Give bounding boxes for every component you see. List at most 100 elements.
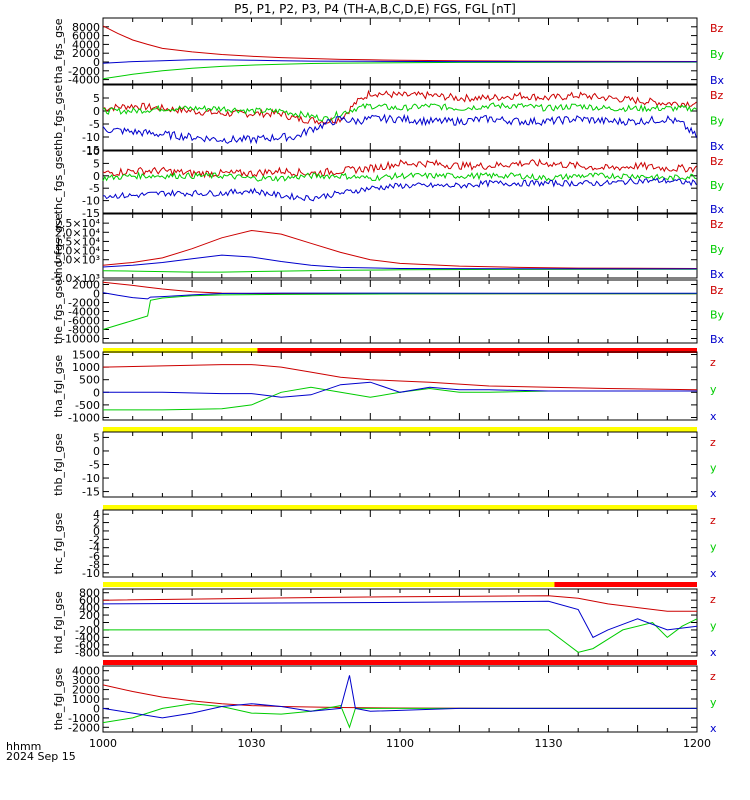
y-tick-label: -15 xyxy=(82,144,100,157)
x-tick-label: 1000 xyxy=(89,737,117,750)
series-line-bz xyxy=(102,25,698,62)
legend-label: Bx xyxy=(710,203,725,216)
y-axis-label: thc_fgl_gse xyxy=(52,512,65,574)
series-line-x xyxy=(102,675,697,719)
legend-label: y xyxy=(710,462,717,475)
legend-label: y xyxy=(710,696,717,709)
legend-label: By xyxy=(710,309,725,322)
legend-label: Bx xyxy=(710,74,725,87)
legend-label: y xyxy=(710,620,717,633)
y-tick-label: 5 xyxy=(93,431,100,444)
y-tick-label: -500 xyxy=(75,399,100,412)
legend-label: Bz xyxy=(710,22,724,35)
y-tick-label: 0 xyxy=(93,56,100,69)
y-tick-label: 4 xyxy=(93,508,100,521)
y-tick-label: 1.5×10⁴ xyxy=(55,235,101,248)
y-tick-label: -2000 xyxy=(68,297,100,310)
y-tick-label: -400 xyxy=(75,631,100,644)
y-axis-label: the_fgs_gse xyxy=(52,279,65,344)
series-line-bx xyxy=(102,292,697,300)
y-tick-label: 0 xyxy=(93,445,100,458)
y-axis-label: the_fgl_gse xyxy=(52,668,65,731)
y-axis-label: tha_fgs_gse xyxy=(52,18,65,83)
y-tick-label: 2000 xyxy=(72,279,100,292)
y-tick-label: -5.0×10³ xyxy=(51,272,100,285)
series-line-by xyxy=(102,293,697,330)
y-tick-label: 0 xyxy=(93,525,100,538)
legend-label: By xyxy=(710,115,725,128)
legend-label: z xyxy=(710,593,716,606)
y-tick-label: 0 xyxy=(93,702,100,715)
legend-label: By xyxy=(710,179,725,192)
y-tick-label: 1.0×10⁴ xyxy=(55,245,101,258)
y-tick-label: 8000 xyxy=(72,21,100,34)
y-tick-label: 4000 xyxy=(72,665,100,678)
y-axis-label: thc_fgs_gse xyxy=(52,150,65,215)
y-tick-label: -6 xyxy=(89,550,100,563)
y-tick-label: -5 xyxy=(89,182,100,195)
legend-label: x xyxy=(710,646,717,659)
y-tick-label: 0 xyxy=(93,386,100,399)
legend-label: Bz xyxy=(710,155,724,168)
y-tick-label: -15 xyxy=(82,486,100,499)
series-line-z xyxy=(102,684,697,709)
series-line-bx xyxy=(102,177,697,202)
y-tick-label: 0 xyxy=(93,105,100,118)
y-axis-label: thd_fgl_gse xyxy=(52,591,65,654)
legend-label: Bx xyxy=(710,268,725,281)
y-tick-label: -4000 xyxy=(68,306,100,319)
legend-label: Bz xyxy=(710,89,724,102)
legend-label: z xyxy=(710,514,716,527)
y-tick-label: 2 xyxy=(93,517,100,530)
y-tick-label: 800 xyxy=(79,587,100,600)
y-tick-label: -200 xyxy=(75,624,100,637)
y-axis-label: thb_fgl_gse xyxy=(52,433,65,496)
legend-label: By xyxy=(710,48,725,61)
y-tick-label: -10 xyxy=(82,131,100,144)
x-tick-label: 1200 xyxy=(683,737,711,750)
y-tick-label: 0 xyxy=(93,170,100,183)
y-tick-label: -10000 xyxy=(61,333,100,346)
y-tick-label: -2000 xyxy=(68,65,100,78)
series-line-by xyxy=(102,171,697,183)
y-tick-label: -1000 xyxy=(68,411,100,424)
status-bar-segment xyxy=(103,660,697,665)
panel-frame xyxy=(102,17,698,85)
legend-label: Bx xyxy=(710,333,725,346)
legend-label: y xyxy=(710,541,717,554)
date-label: 2024 Sep 15 xyxy=(6,750,76,763)
series-line-by xyxy=(102,102,697,122)
y-tick-label: 4000 xyxy=(72,38,100,51)
status-bar-segment xyxy=(103,348,258,353)
y-tick-label: -6000 xyxy=(68,315,100,328)
y-tick-label: -4000 xyxy=(68,74,100,87)
legend-label: z xyxy=(710,356,716,369)
y-tick-label: -2000 xyxy=(68,721,100,734)
y-tick-label: -4 xyxy=(89,542,100,555)
legend-label: y xyxy=(710,383,717,396)
legend-label: z xyxy=(710,436,716,449)
y-tick-label: 2.0×10⁴ xyxy=(55,226,101,239)
series-line-z xyxy=(102,595,697,612)
y-tick-label: 1000 xyxy=(72,693,100,706)
legend-label: x xyxy=(710,567,717,580)
status-bar-segment xyxy=(103,427,697,432)
y-tick-label: -10 xyxy=(82,472,100,485)
legend-label: x xyxy=(710,410,717,423)
y-tick-label: -800 xyxy=(75,646,100,659)
series-line-bz xyxy=(102,89,697,126)
time-format-label: hhmm xyxy=(6,740,42,753)
panel-frame xyxy=(102,665,698,733)
y-tick-label: 10 xyxy=(86,145,100,158)
series-line-z xyxy=(102,364,698,391)
y-tick-label: -10 xyxy=(82,567,100,580)
panel-frame xyxy=(102,279,698,344)
series-line-x xyxy=(103,381,697,398)
y-tick-label: 200 xyxy=(79,609,100,622)
y-tick-label: -5 xyxy=(89,118,100,131)
y-tick-label: -15 xyxy=(82,207,100,220)
y-tick-label: -8000 xyxy=(68,324,100,337)
series-line-by xyxy=(102,268,698,273)
y-tick-label: -2 xyxy=(89,533,100,546)
